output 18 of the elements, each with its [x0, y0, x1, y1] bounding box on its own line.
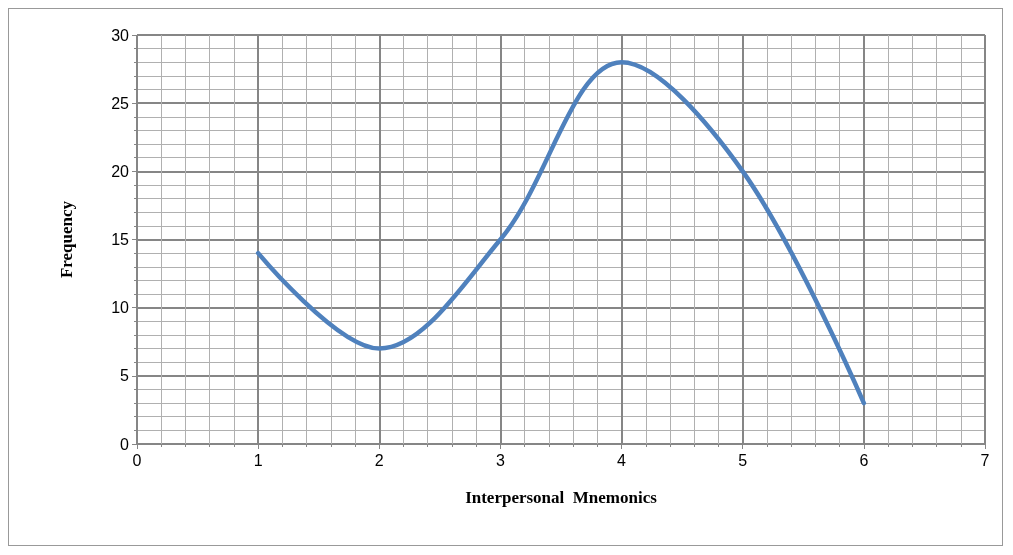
x-tick-label: 3 [495, 451, 505, 469]
y-tick-label: 15 [111, 231, 130, 248]
y-tick-label: 25 [111, 94, 130, 112]
x-tick-label: 1 [253, 451, 263, 469]
x-tick-label: 4 [617, 451, 627, 469]
y-tick-label: 20 [111, 162, 130, 180]
x-tick-label: 6 [859, 451, 869, 469]
x-tick-label: 7 [980, 451, 990, 469]
y-tick-label: 10 [111, 299, 130, 317]
y-tick-label: 0 [120, 435, 130, 453]
line-series [255, 60, 867, 406]
y-tick-label: 30 [111, 26, 130, 44]
y-tick-label: 5 [120, 367, 130, 385]
x-tick-label: 2 [374, 451, 384, 469]
x-axis-title: Interpersonal Mnemonics [465, 488, 658, 507]
x-tick-label: 5 [738, 451, 748, 469]
x-tick-label: 0 [132, 451, 142, 469]
y-axis-title: Frequency [57, 200, 76, 279]
